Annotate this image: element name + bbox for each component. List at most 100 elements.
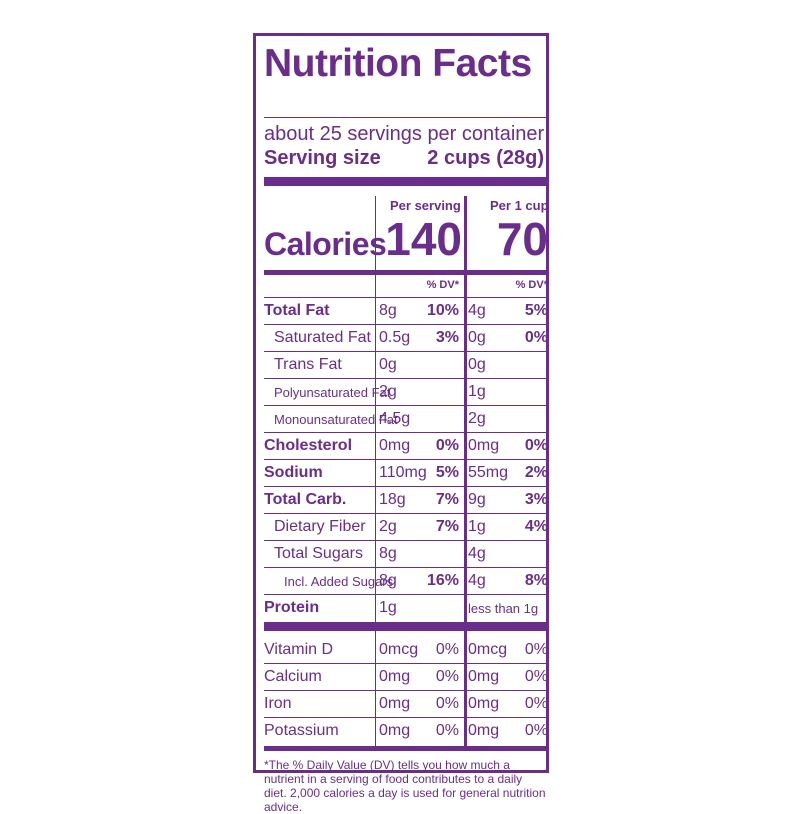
nutrient-row-trans-fat: Trans Fat 0g 0g — [264, 352, 548, 379]
nutrient-dv-col2: 3% — [524, 491, 548, 508]
nutrient-amount-col1: 8g — [379, 302, 397, 319]
vitamin-name: Iron — [264, 695, 292, 712]
serving-size: Serving size 2 cups (28g) — [264, 147, 548, 169]
vitamin-dv-col2: 0% — [524, 695, 548, 712]
vitamin-amount-col1: 0mg — [379, 722, 411, 739]
nutrient-dv-col2: 2% — [524, 464, 548, 481]
nutrient-row-dietary-fiber: Dietary Fiber 2g 7% 1g 4% — [264, 514, 548, 541]
dv-header-col1: % DV* — [426, 279, 459, 291]
nutrient-dv-col1: 0% — [435, 437, 459, 454]
column-divider — [375, 275, 376, 622]
nutrient-amount-col1: 2g — [379, 518, 397, 535]
nutrient-dv-col2: 4% — [524, 518, 548, 535]
row-divider — [264, 717, 548, 718]
vitamin-dv-col2: 0% — [524, 641, 548, 658]
nutrient-name: Saturated Fat — [274, 329, 371, 346]
column-divider — [375, 196, 376, 271]
nutrient-dv-col2: 8% — [524, 572, 548, 589]
nutrient-amount-col1: 1g — [379, 599, 397, 616]
nutrient-amount-col2: 4g — [468, 302, 486, 319]
nutrient-name: Dietary Fiber — [274, 518, 366, 535]
nutrient-amount-col1: 0mg — [379, 437, 411, 454]
row-divider — [264, 540, 548, 541]
nutrient-dv-col1: 7% — [435, 491, 459, 508]
nutrient-amount-col1: 8g — [379, 545, 397, 562]
vitamin-dv-col1: 0% — [435, 722, 459, 739]
divider-thick — [264, 622, 548, 631]
vitamin-dv-col1: 0% — [435, 641, 459, 658]
column-divider — [375, 631, 376, 746]
col2-header: Per 1 cup — [490, 198, 549, 213]
nutrient-name: Total Carb. — [264, 491, 347, 508]
nutrient-amount-col2: 4g — [468, 545, 486, 562]
nutrient-amount-col2: 9g — [468, 491, 486, 508]
nutrient-name: Protein — [264, 599, 320, 616]
divider-medium — [264, 746, 548, 751]
nutrient-amount-col1: 4.5g — [379, 410, 411, 427]
row-divider — [264, 324, 548, 325]
nutrient-amount-col2: 0g — [468, 329, 486, 346]
vitamin-amount-col2: 0mcg — [468, 641, 508, 658]
nutrient-row-protein: Protein 1g less than 1g — [264, 595, 548, 622]
label-title: Nutrition Facts — [264, 42, 532, 85]
nutrient-row-cholesterol: Cholesterol 0mg 0% 0mg 0% — [264, 433, 548, 460]
vitamin-name: Potassium — [264, 722, 339, 739]
vitamin-amount-col2: 0mg — [468, 722, 500, 739]
nutrient-row-added-sugars: Incl. Added Sugars 8g 16% 4g 8% — [264, 568, 548, 595]
vitamin-dv-col2: 0% — [524, 722, 548, 739]
nutrient-name: Total Sugars — [274, 545, 363, 562]
nutrition-facts-label: Nutrition Facts about 25 servings per co… — [253, 33, 549, 814]
nutrient-dv-col1: 16% — [426, 572, 459, 589]
row-divider — [264, 459, 548, 460]
nutrient-row-saturated-fat: Saturated Fat 0.5g 3% 0g 0% — [264, 325, 548, 352]
serving-size-label: Serving size — [264, 147, 381, 169]
calories-col1: 140 — [385, 213, 462, 265]
nutrient-dv-col2: 5% — [524, 302, 548, 319]
row-divider — [264, 486, 548, 487]
nutrient-amount-col1: 0g — [379, 356, 397, 373]
nutrient-dv-col1: 10% — [426, 302, 459, 319]
nutrient-name: Total Fat — [264, 302, 330, 319]
nutrient-name: Sodium — [264, 464, 323, 481]
nutrient-amount-col2: 2g — [468, 410, 486, 427]
nutrient-amount-col1: 0.5g — [379, 329, 411, 346]
row-divider — [264, 405, 548, 406]
nutrient-amount-col2: 1g — [468, 518, 486, 535]
nutrient-amount-col1: 2g — [379, 383, 397, 400]
column-divider — [464, 631, 467, 746]
vitamin-row-iron: Iron 0mg 0% 0mg 0% — [264, 691, 548, 718]
calories-label: Calories — [264, 226, 387, 262]
row-divider — [264, 513, 548, 514]
nutrient-amount-col2: 4g — [468, 572, 486, 589]
nutrient-dv-col1: 3% — [435, 329, 459, 346]
nutrient-row-total-carb: Total Carb. 18g 7% 9g 3% — [264, 487, 548, 514]
vitamin-amount-col2: 0mg — [468, 668, 500, 685]
nutrient-dv-col2: 0% — [524, 329, 548, 346]
col1-header: Per serving — [390, 198, 461, 213]
nutrient-amount-col2: less than 1g — [468, 601, 539, 616]
row-divider — [264, 567, 548, 568]
row-divider — [264, 351, 548, 352]
row-divider — [264, 378, 548, 379]
nutrient-amount-col2: 0g — [468, 356, 486, 373]
dv-header-col2: % DV* — [515, 279, 548, 291]
nutrient-row-total-fat: Total Fat 8g 10% 4g 5% — [264, 298, 548, 325]
divider-thick — [264, 177, 548, 186]
calories-col2: 70 — [496, 213, 548, 265]
nutrient-name: Trans Fat — [274, 356, 342, 373]
vitamin-amount-col1: 0mg — [379, 695, 411, 712]
nutrient-row-total-sugars: Total Sugars 8g 4g — [264, 541, 548, 568]
nutrient-dv-col1: 7% — [435, 518, 459, 535]
vitamin-dv-col1: 0% — [435, 695, 459, 712]
divider-medium — [264, 270, 548, 275]
nutrient-name: Monounsaturated Fat — [274, 412, 398, 427]
vitamin-dv-col1: 0% — [435, 668, 459, 685]
nutrient-row-sodium: Sodium 110mg 5% 55mg 2% — [264, 460, 548, 487]
nutrient-name: Cholesterol — [264, 437, 353, 454]
nutrient-row-monounsaturated-fat: Monounsaturated Fat 4.5g 2g — [264, 406, 548, 433]
nutrient-dv-col1: 5% — [435, 464, 459, 481]
row-divider — [264, 663, 548, 664]
nutrient-amount-col2: 55mg — [468, 464, 509, 481]
serving-size-value: 2 cups (28g) — [427, 147, 544, 169]
vitamin-row-vitamin-d: Vitamin D 0mcg 0% 0mcg 0% — [264, 637, 548, 664]
